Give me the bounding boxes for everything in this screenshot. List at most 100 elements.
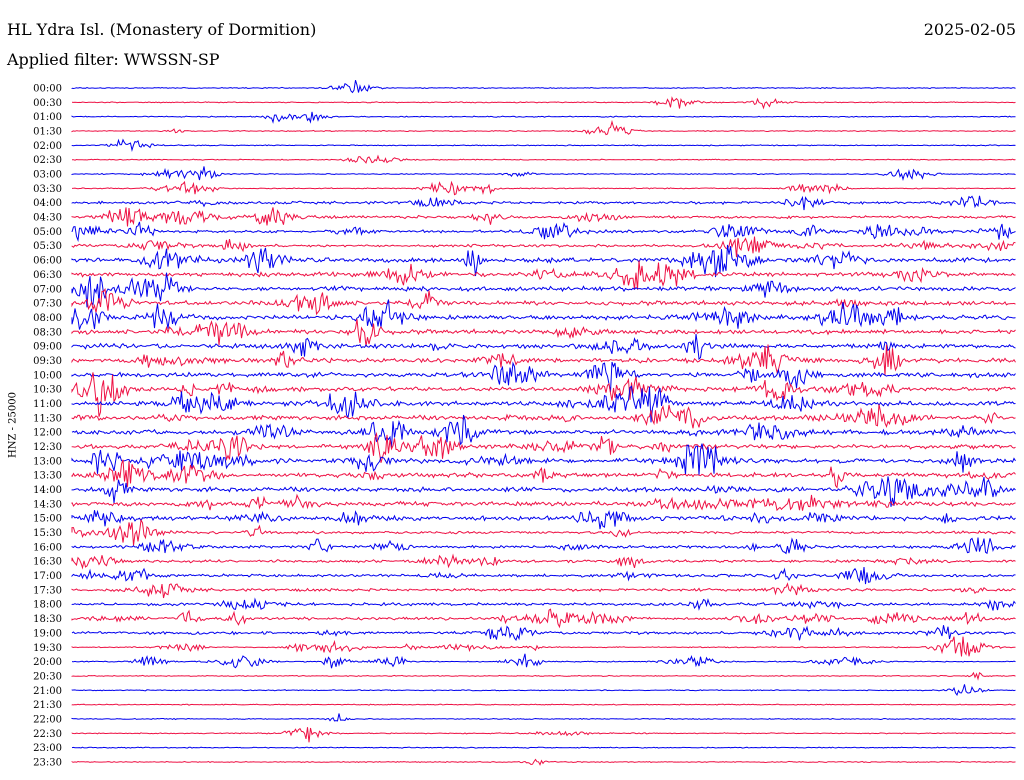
hour-tick-label: 03:00 (33, 170, 62, 181)
hour-tick-label: 11:00 (33, 399, 62, 410)
trace-line (71, 272, 1016, 308)
hour-tick-label: 16:00 (33, 542, 62, 553)
trace-line (71, 509, 1016, 530)
hour-tick-label: 23:30 (33, 757, 62, 768)
trace-line (71, 597, 1016, 611)
station-title: HL Ydra Isl. (Monastery of Dormition) (7, 20, 317, 39)
trace-line (71, 385, 1016, 423)
hour-tick-label: 19:30 (33, 643, 62, 654)
trace-line (71, 166, 1016, 181)
hour-tick-label: 18:00 (33, 600, 62, 611)
trace-line (72, 154, 1016, 164)
trace-line (71, 180, 1016, 196)
applied-filter: Applied filter: WWSSN-SP (7, 50, 220, 69)
hour-tick-label: 09:00 (33, 342, 62, 353)
trace-line (71, 119, 1016, 136)
hour-tick-label: 20:00 (33, 657, 62, 668)
hour-tick-label: 08:00 (33, 313, 62, 324)
hour-tick-label: 14:30 (33, 499, 62, 510)
trace-line (71, 703, 1016, 706)
trace-line (71, 459, 1016, 489)
hour-tick-label: 20:30 (33, 671, 62, 682)
trace-line (71, 372, 1016, 417)
hour-tick-label: 04:30 (33, 213, 62, 224)
hour-tick-label: 14:00 (33, 485, 62, 496)
hour-tick-label: 06:30 (33, 270, 62, 281)
hour-tick-label: 00:30 (33, 98, 62, 109)
hour-tick-label: 10:00 (33, 370, 62, 381)
trace-line (71, 333, 1016, 361)
trace-line (71, 260, 1016, 290)
trace-line (71, 344, 1016, 376)
hour-tick-label: 09:30 (33, 356, 62, 367)
hour-tick-label: 17:00 (33, 571, 62, 582)
hour-tick-label: 02:30 (33, 155, 62, 166)
hour-tick-label: 18:30 (33, 614, 62, 625)
hour-tick-label: 01:00 (33, 112, 62, 123)
trace-line (71, 758, 1016, 766)
hour-tick-label: 03:30 (33, 184, 62, 195)
hour-tick-label: 10:30 (33, 385, 62, 396)
trace-line (71, 518, 1016, 546)
hour-tick-label: 05:30 (33, 241, 62, 252)
trace-line (71, 537, 1016, 555)
trace-line (71, 221, 1016, 243)
hour-tick-label: 02:00 (33, 141, 62, 152)
trace-line (71, 414, 1016, 448)
trace-line (71, 361, 1016, 393)
trace-line (71, 236, 1016, 258)
trace-line (71, 553, 1016, 570)
trace-line (71, 746, 1016, 749)
trace-line (71, 684, 1016, 696)
trace-line (71, 713, 1016, 722)
trace-line (71, 476, 1016, 507)
hour-tick-label: 01:30 (33, 127, 62, 138)
trace-line (71, 404, 1016, 429)
hour-tick-label: 22:00 (33, 714, 62, 725)
hour-tick-label: 15:30 (33, 528, 62, 539)
hour-tick-label: 07:30 (33, 299, 62, 310)
trace-line (71, 727, 1016, 743)
hour-tick-label: 00:00 (33, 84, 62, 95)
trace-line (71, 443, 1016, 476)
plot-date: 2025-02-05 (923, 20, 1016, 39)
trace-line (71, 244, 1016, 278)
hour-tick-label: 23:00 (33, 743, 62, 754)
hour-tick-label: 06:00 (33, 256, 62, 267)
hour-tick-label: 11:30 (33, 413, 62, 424)
hour-tick-label: 12:00 (33, 428, 62, 439)
trace-line (71, 195, 1016, 211)
trace-line (71, 653, 1016, 669)
trace-line (71, 111, 1016, 124)
trace-line (71, 319, 1016, 347)
trace-line (71, 207, 1016, 227)
hour-tick-label: 13:00 (33, 456, 62, 467)
hour-tick-label: 21:30 (33, 700, 62, 711)
hour-tick-label: 15:00 (33, 514, 62, 525)
trace-line (71, 138, 1016, 152)
trace-line (71, 671, 1016, 681)
trace-line (71, 299, 1016, 330)
hour-tick-label: 07:00 (33, 284, 62, 295)
trace-line (71, 582, 1016, 599)
hour-tick-label: 12:30 (33, 442, 62, 453)
trace-line (71, 625, 1016, 642)
trace-line (71, 431, 1016, 463)
trace-line (71, 567, 1016, 585)
hour-tick-label: 08:30 (33, 327, 62, 338)
hour-tick-label: 22:30 (33, 729, 62, 740)
hour-tick-label: 04:00 (33, 198, 62, 209)
trace-line (71, 636, 1016, 657)
trace-line (71, 96, 1016, 110)
hour-tick-label: 13:30 (33, 471, 62, 482)
trace-line (71, 287, 1016, 316)
hour-tick-label: 19:00 (33, 628, 62, 639)
trace-line (71, 608, 1016, 629)
hour-tick-label: 05:00 (33, 227, 62, 238)
hour-tick-label: 16:30 (33, 557, 62, 568)
hour-tick-label: 21:00 (33, 686, 62, 697)
hour-tick-label: 17:30 (33, 585, 62, 596)
trace-line (71, 80, 1016, 94)
trace-line (71, 493, 1016, 512)
